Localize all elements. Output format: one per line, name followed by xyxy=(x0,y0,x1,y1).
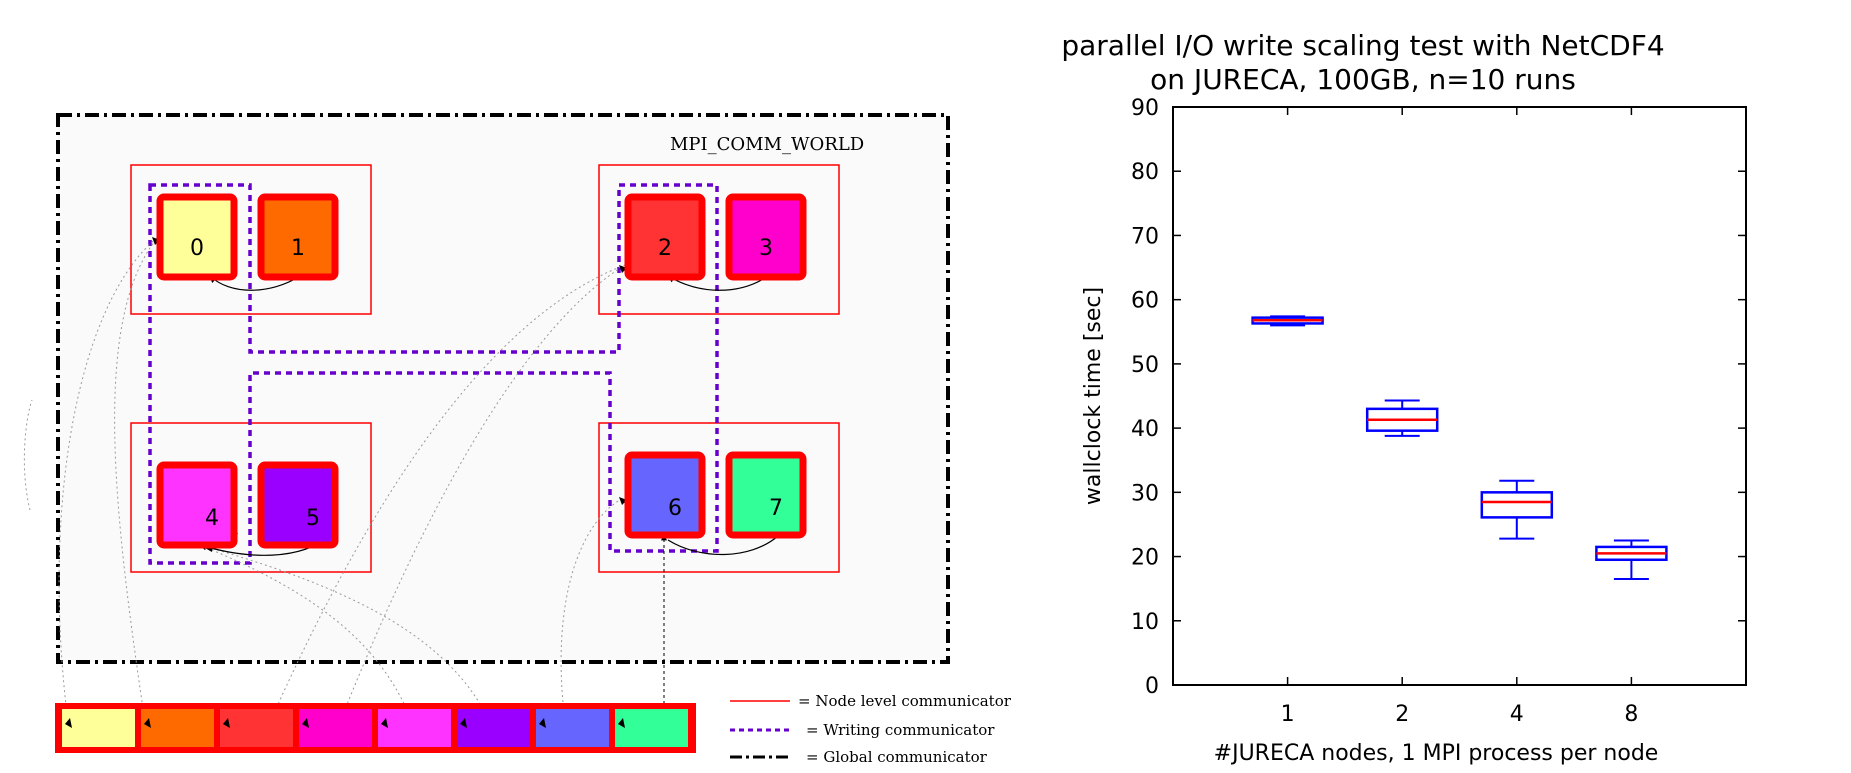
rank-label: 4 xyxy=(205,506,219,531)
rank-label: 0 xyxy=(190,236,204,261)
y-tick-label: 20 xyxy=(1131,546,1159,571)
x-axis-label: #JURECA nodes, 1 MPI process per node xyxy=(1214,741,1659,766)
array-cell-arrow xyxy=(144,718,151,728)
rank-box-rect xyxy=(257,193,339,281)
rank-box-rect xyxy=(725,193,807,281)
array-cell-arrow xyxy=(302,718,309,728)
y-tick-label: 90 xyxy=(1131,96,1159,121)
x-axis: 1 2 4 8 xyxy=(1281,107,1638,727)
array-cell-7 xyxy=(615,709,688,747)
gathered-array xyxy=(62,709,688,747)
box-plot: parallel I/O write scaling test with Net… xyxy=(1061,29,1747,766)
array-cell-arrow xyxy=(539,718,546,728)
rank-label: 6 xyxy=(668,496,682,521)
box-1 xyxy=(1251,315,1324,327)
box-body xyxy=(1480,491,1554,519)
y-axis: 0 10 20 30 40 50 60 70 80 90 xyxy=(1131,96,1746,699)
array-cell-6 xyxy=(536,709,609,747)
rank-label: 3 xyxy=(759,236,773,261)
array-cell-arrow xyxy=(223,718,230,728)
rank-label: 7 xyxy=(769,496,783,521)
rank-box-rect xyxy=(624,451,706,539)
writing-communicator-path xyxy=(148,183,719,565)
array-cell-5 xyxy=(457,709,530,747)
box-4 xyxy=(1480,479,1554,540)
x-tick-label: 1 xyxy=(1281,702,1295,727)
y-axis-label: wallclock time [sec] xyxy=(1081,287,1106,505)
chart-title-line-2: on JURECA, 100GB, n=10 runs xyxy=(1150,63,1576,96)
y-tick-label: 50 xyxy=(1131,353,1159,378)
rank-box-1: 1 xyxy=(257,193,339,281)
node-box-1 xyxy=(130,164,372,315)
y-tick-label: 10 xyxy=(1131,610,1159,635)
rank-label: 1 xyxy=(291,236,305,261)
rank-box-rect xyxy=(156,461,238,549)
x-tick-label: 8 xyxy=(1624,702,1638,727)
array-cell-4 xyxy=(378,709,451,747)
array-cell-0 xyxy=(62,709,135,747)
chart-title-line-1: parallel I/O write scaling test with Net… xyxy=(1061,29,1664,62)
rank-box-7: 7 xyxy=(725,451,807,539)
gather-connectors xyxy=(23,236,626,723)
legend: = Node level communicator = Writing comm… xyxy=(730,692,1012,766)
y-tick-label: 0 xyxy=(1145,674,1159,699)
box-2 xyxy=(1365,399,1439,437)
box-series xyxy=(1251,315,1668,581)
rank-box-4: 4 xyxy=(156,461,238,549)
y-tick-label: 60 xyxy=(1131,289,1159,314)
array-cell-arrow xyxy=(460,718,467,728)
legend-node-label: = Node level communicator xyxy=(798,692,1012,710)
rank-boxes: 0 1 2 3 4 5 6 7 xyxy=(156,193,807,549)
legend-writing-label: = Writing communicator xyxy=(806,721,995,739)
plot-area xyxy=(1172,106,1747,686)
array-cell-arrow xyxy=(65,718,72,728)
rank-box-2: 2 xyxy=(624,193,706,281)
rank-box-rect xyxy=(725,451,807,539)
box-8 xyxy=(1595,539,1668,581)
array-cell-3 xyxy=(299,709,372,747)
legend-global-label: = Global communicator xyxy=(806,748,988,766)
rank-box-0: 0 xyxy=(156,193,238,281)
y-tick-label: 30 xyxy=(1131,481,1159,506)
rank-box-6: 6 xyxy=(624,451,706,539)
array-cell-arrow xyxy=(618,718,625,728)
y-tick-label: 70 xyxy=(1131,224,1159,249)
node-box-2 xyxy=(598,164,840,315)
node-box-4 xyxy=(598,422,840,573)
rank-box-rect xyxy=(624,193,706,281)
x-tick-label: 4 xyxy=(1510,702,1524,727)
array-cell-2 xyxy=(220,709,293,747)
rank-label: 5 xyxy=(306,506,320,531)
array-cell-1 xyxy=(141,709,214,747)
rank-label: 2 xyxy=(658,236,672,261)
x-tick-label: 2 xyxy=(1395,702,1409,727)
array-cell-arrow xyxy=(381,718,388,728)
world-label: MPI_COMM_WORLD xyxy=(670,134,864,155)
rank-box-rect xyxy=(156,193,238,281)
communicator-diagram: MPI_COMM_WORLD xyxy=(23,113,1012,766)
y-tick-label: 80 xyxy=(1131,160,1159,185)
rank-box-5: 5 xyxy=(257,461,339,549)
rank-box-rect xyxy=(257,461,339,549)
rank-box-3: 3 xyxy=(725,193,807,281)
y-tick-label: 40 xyxy=(1131,417,1159,442)
